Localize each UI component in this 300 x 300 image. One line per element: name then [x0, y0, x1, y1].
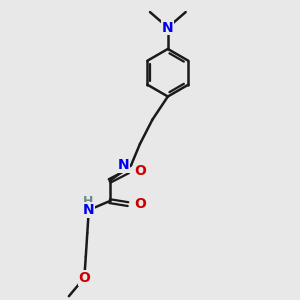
Text: N: N: [118, 158, 130, 172]
Text: H: H: [134, 163, 145, 176]
Text: O: O: [134, 164, 146, 178]
Text: O: O: [134, 197, 146, 211]
Text: O: O: [78, 271, 90, 285]
Text: H: H: [83, 195, 93, 208]
Text: N: N: [83, 203, 94, 217]
Text: N: N: [162, 20, 174, 34]
